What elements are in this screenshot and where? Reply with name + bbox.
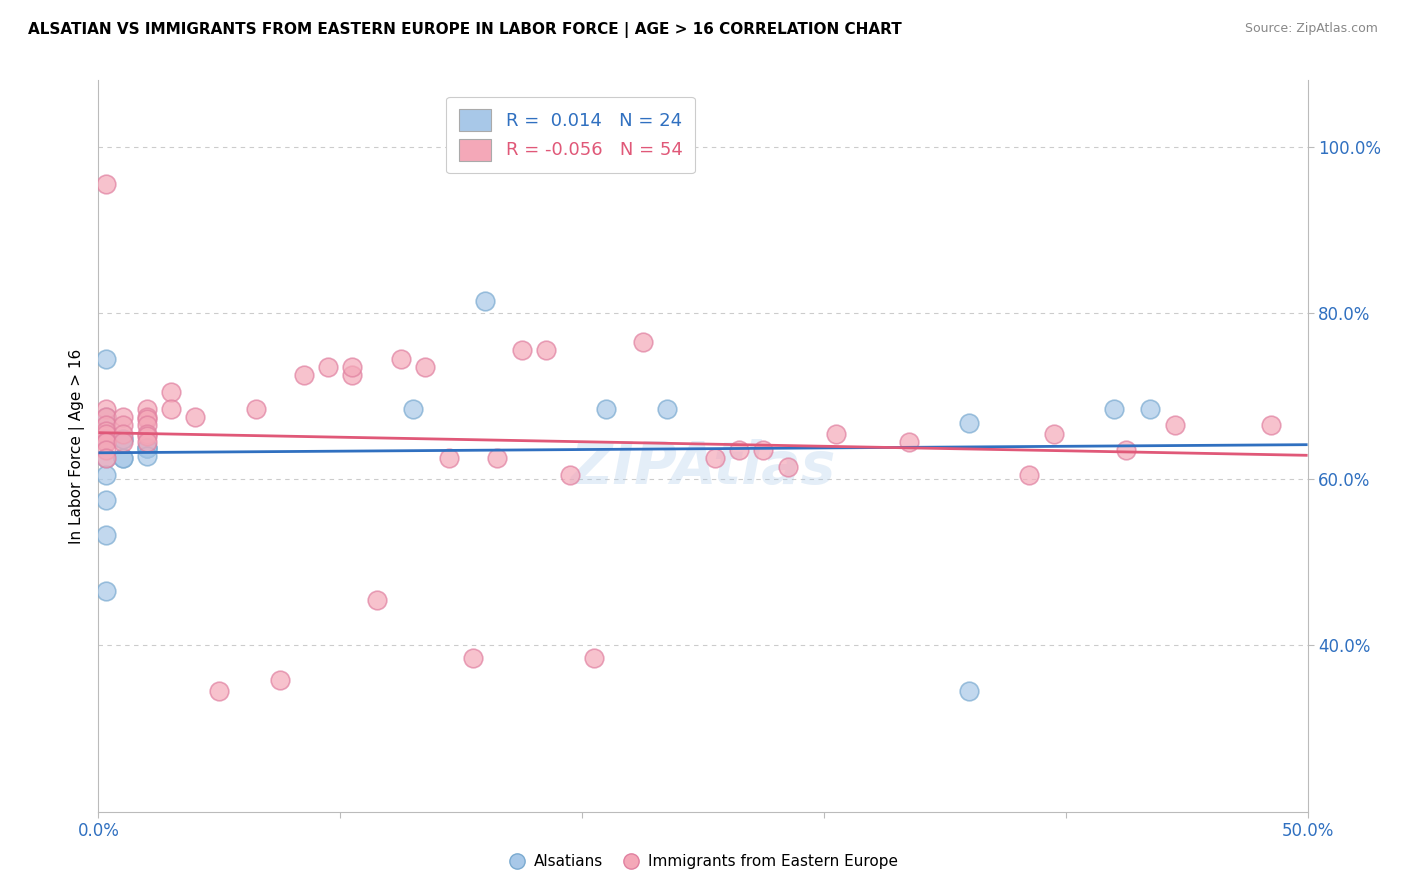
Point [111, 409, 134, 424]
Point [208, 684, 231, 698]
Point [160, 401, 183, 416]
Point [94, 409, 117, 424]
Point [1139, 401, 1161, 416]
Point [558, 468, 581, 483]
Point [534, 343, 557, 358]
Point [510, 343, 533, 358]
Point [342, 359, 364, 374]
Point [463, 651, 485, 665]
Point [94, 451, 117, 466]
Point [728, 443, 751, 458]
Point [595, 401, 617, 416]
Point [1018, 468, 1040, 483]
Point [135, 418, 157, 433]
Point [655, 401, 678, 416]
Point [245, 401, 267, 416]
Point [160, 384, 183, 399]
Point [437, 451, 460, 466]
Point [402, 401, 425, 416]
Point [292, 368, 315, 383]
Point [94, 434, 117, 449]
Point [957, 684, 980, 698]
Point [94, 433, 117, 447]
Point [111, 451, 134, 466]
Point [94, 418, 117, 433]
Point [94, 451, 117, 466]
Point [825, 426, 848, 441]
Point [342, 368, 364, 383]
Point [135, 441, 157, 455]
Point [1115, 443, 1137, 458]
Point [1260, 418, 1282, 433]
Point [111, 451, 134, 466]
Point [135, 429, 157, 443]
Point [389, 351, 412, 366]
Point [94, 177, 117, 191]
Point [474, 293, 496, 308]
Point [94, 528, 117, 542]
Point [135, 401, 157, 416]
Point [94, 443, 117, 458]
Text: Source: ZipAtlas.com: Source: ZipAtlas.com [1244, 22, 1378, 36]
Point [583, 651, 606, 665]
Point [94, 426, 117, 441]
Point [94, 424, 117, 438]
Point [413, 359, 436, 374]
Point [135, 409, 157, 424]
Point [111, 434, 134, 449]
Point [111, 426, 134, 441]
Point [486, 451, 509, 466]
Point [366, 592, 388, 607]
Text: ZIPAtlas: ZIPAtlas [571, 440, 835, 497]
Point [94, 468, 117, 483]
Point [135, 412, 157, 426]
Point [94, 493, 117, 508]
Point [704, 451, 727, 466]
Point [135, 441, 157, 455]
Point [1102, 401, 1125, 416]
Point [631, 335, 654, 350]
Point [94, 584, 117, 599]
Point [135, 426, 157, 441]
Point [1042, 426, 1064, 441]
Point [94, 351, 117, 366]
Point [316, 359, 339, 374]
Point [184, 409, 207, 424]
Point [957, 416, 980, 430]
Point [111, 418, 134, 433]
Y-axis label: In Labor Force | Age > 16: In Labor Force | Age > 16 [69, 349, 84, 543]
Legend: R =  0.014   N = 24, R = -0.056   N = 54: R = 0.014 N = 24, R = -0.056 N = 54 [446, 96, 695, 173]
Point [111, 433, 134, 447]
Point [752, 443, 775, 458]
Point [1309, 418, 1331, 433]
Text: ALSATIAN VS IMMIGRANTS FROM EASTERN EUROPE IN LABOR FORCE | AGE > 16 CORRELATION: ALSATIAN VS IMMIGRANTS FROM EASTERN EURO… [28, 22, 901, 38]
Legend: Alsatians, Immigrants from Eastern Europe: Alsatians, Immigrants from Eastern Europ… [502, 848, 904, 875]
Point [111, 433, 134, 447]
Point [94, 434, 117, 449]
Point [897, 434, 920, 449]
Point [776, 459, 799, 474]
Point [269, 673, 291, 688]
Point [1163, 418, 1185, 433]
Point [135, 441, 157, 455]
Point [135, 449, 157, 463]
Point [94, 409, 117, 424]
Point [94, 401, 117, 416]
Point [135, 434, 157, 449]
